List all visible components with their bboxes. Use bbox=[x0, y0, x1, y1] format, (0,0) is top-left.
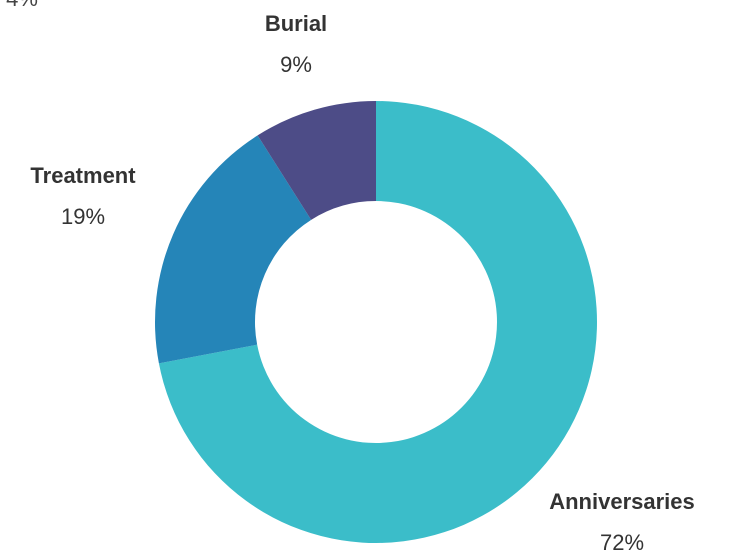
donut-slice bbox=[257, 101, 376, 220]
slice-value-label: 19% bbox=[61, 204, 105, 229]
clipped-label: 4% bbox=[6, 0, 38, 11]
donut-slice bbox=[155, 135, 312, 364]
slice-value-label: 9% bbox=[280, 52, 312, 77]
donut-slice bbox=[158, 101, 597, 544]
slice-value-label: 72% bbox=[600, 530, 644, 555]
slice-name: Burial bbox=[265, 11, 327, 36]
slice-name: Treatment bbox=[30, 163, 136, 188]
slice-name: Anniversaries bbox=[549, 489, 695, 514]
